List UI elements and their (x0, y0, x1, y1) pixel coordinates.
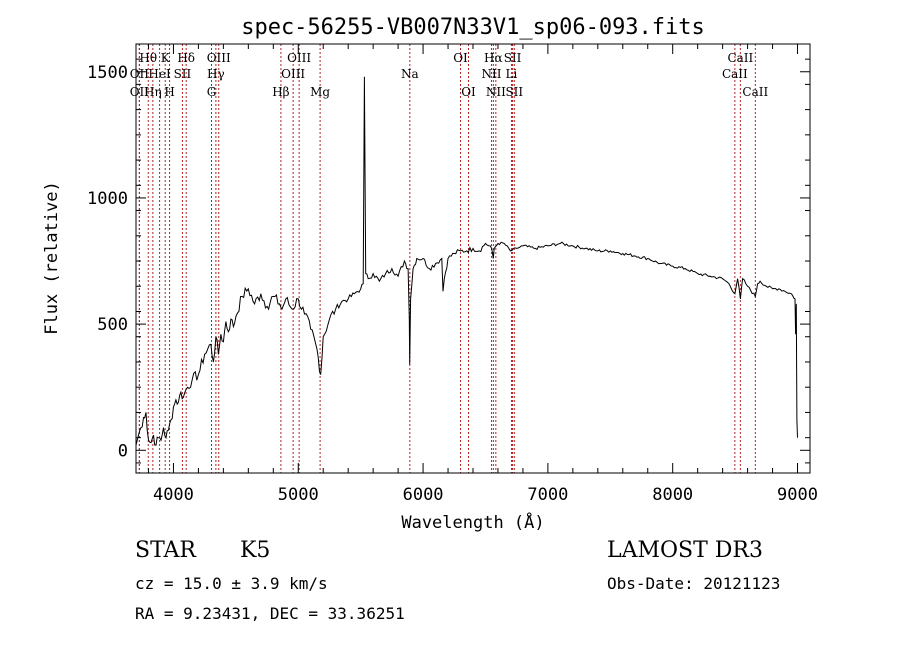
survey-name: LAMOST DR3 (607, 538, 763, 563)
line-markers (138, 44, 756, 473)
line-label: CaII (722, 67, 748, 81)
line-label: NII (481, 67, 501, 81)
x-tick-label: 9000 (777, 485, 818, 505)
line-label: Hδ (177, 51, 195, 65)
line-label: Hη (144, 85, 162, 99)
line-label: Mg (310, 85, 330, 99)
line-label: Li (506, 67, 518, 81)
line-label: OIII (207, 51, 231, 65)
line-label: OIII (281, 67, 305, 81)
y-tick-label: 0 (118, 441, 128, 461)
y-tick-label: 1000 (87, 189, 128, 209)
object-class: STAR (135, 538, 196, 563)
redshift-info: cz = 15.0 ± 3.9 km/s (135, 574, 328, 593)
line-label: Hγ (207, 67, 225, 81)
obs-date: Obs-Date: 20121123 (607, 574, 781, 593)
spectrum-line (135, 76, 798, 446)
chart-title: spec-56255-VB007N33V1_sp06-093.fits (241, 15, 705, 40)
x-tick-label: 4000 (153, 485, 194, 505)
x-tick-label: 6000 (403, 485, 444, 505)
line-label: OII (130, 67, 150, 81)
coordinates: RA = 9.23431, DEC = 33.36251 (135, 604, 405, 623)
line-label: H (164, 85, 174, 99)
line-label: SII (174, 67, 192, 81)
y-tick-label: 500 (97, 315, 128, 335)
y-axis-ticks: 0 500 1000 1500 (87, 58, 810, 464)
line-label: OI (461, 85, 476, 99)
line-label: K (161, 51, 171, 65)
line-label: HeI (148, 67, 171, 81)
line-label: Hα (484, 51, 503, 65)
y-axis-label: Flux (relative) (42, 181, 62, 335)
x-tick-label: 8000 (652, 485, 693, 505)
subclass: K5 (240, 538, 271, 563)
line-label: OI (453, 51, 468, 65)
line-label: G (207, 85, 217, 99)
y-tick-label: 1500 (87, 63, 128, 83)
line-label: Hβ (272, 85, 289, 99)
line-label: SII (504, 51, 522, 65)
line-label: CaII (742, 85, 768, 99)
plot-frame (135, 43, 811, 474)
line-label: SII (505, 85, 523, 99)
line-label: Hθ (139, 51, 157, 65)
line-label: NII (486, 85, 506, 99)
x-tick-label: 5000 (278, 485, 319, 505)
x-axis-ticks: 4000 5000 6000 7000 8000 9000 (147, 44, 818, 505)
x-tick-label: 7000 (527, 485, 568, 505)
line-label: OII (130, 85, 150, 99)
line-label: Na (401, 67, 419, 81)
x-axis-label: Wavelength (Å) (401, 511, 544, 533)
line-label: OIII (287, 51, 311, 65)
line-label: CaII (727, 51, 753, 65)
